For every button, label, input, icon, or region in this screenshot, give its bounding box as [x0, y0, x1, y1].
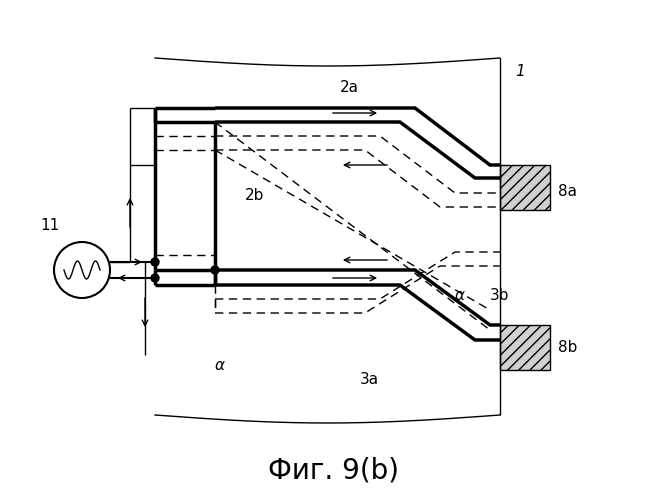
Text: 8b: 8b — [558, 340, 577, 354]
Circle shape — [151, 274, 159, 282]
Text: 11: 11 — [40, 218, 59, 232]
Bar — [500, 325, 550, 370]
Text: 8a: 8a — [558, 184, 577, 200]
Text: Фиг. 9(b): Фиг. 9(b) — [268, 456, 398, 484]
Text: 3a: 3a — [360, 372, 379, 388]
Text: α: α — [455, 288, 465, 302]
Text: 1: 1 — [515, 64, 525, 80]
Text: α: α — [215, 358, 225, 372]
Text: 2b: 2b — [245, 188, 264, 202]
Text: 2a: 2a — [340, 80, 359, 96]
Text: 3b: 3b — [490, 288, 509, 302]
Circle shape — [211, 266, 219, 274]
Circle shape — [151, 258, 159, 266]
Bar — [500, 165, 550, 210]
